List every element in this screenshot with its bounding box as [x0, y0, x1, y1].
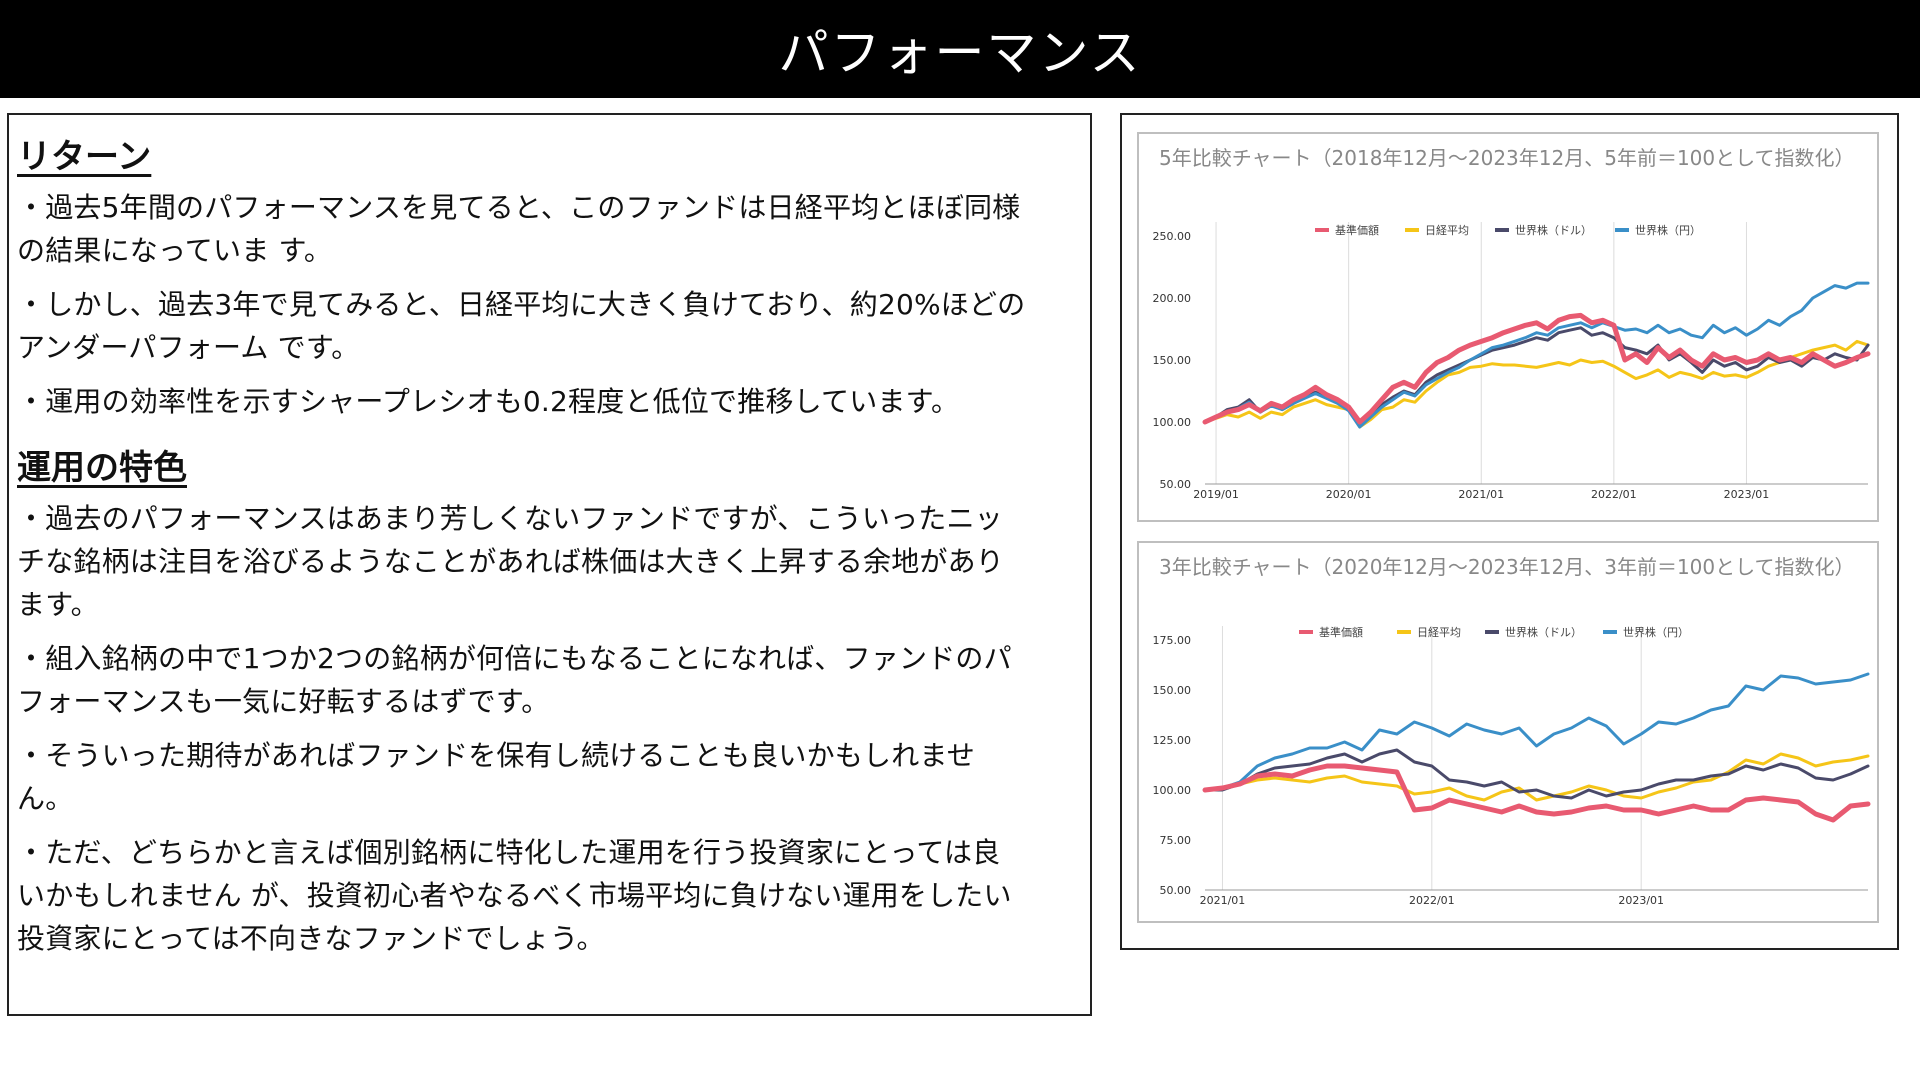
paragraph-line: ・過去5年間のパフォーマンスを見てると、このファンドは日経平均とほぼ同様 — [17, 191, 1021, 224]
series-line — [1203, 672, 1870, 792]
bullet-paragraph: ・運用の効率性を示すシャープレシオも0.2程度と低位で推移しています。 — [17, 380, 1082, 423]
paragraph-line: 投資家にとっては不向きなファンドでしょう。 — [17, 922, 605, 955]
bullet-paragraph: ・過去5年間のパフォーマンスを見てると、このファンドは日経平均とほぼ同様 の結果に… — [17, 186, 1082, 272]
paragraph-line: アンダーパフォーム です。 — [17, 331, 360, 364]
y-tick-label: 150.00 — [1153, 684, 1192, 697]
y-tick-label: 175.00 — [1153, 634, 1192, 647]
series-line — [1203, 339, 1870, 429]
paragraph-line: ・運用の効率性を示すシャープレシオも0.2程度と低位で推移しています。 — [17, 385, 960, 418]
paragraph-line: ます。 — [17, 588, 99, 621]
x-tick-label: 2021/01 — [1200, 894, 1246, 907]
paragraph-line: ・ただ、どちらかと言えば個別銘柄に特化した運用を行う投資家にとっては良 — [17, 836, 1001, 869]
paragraph-line: フォーマンスも一気に好転するはずです。 — [17, 685, 550, 718]
legend-label: 日経平均 — [1417, 626, 1461, 639]
legend-label: 世界株（円） — [1623, 625, 1689, 639]
chart-panel: 5年比較チャート（2018年12月～2023年12月、5年前＝100として指数化… — [1120, 113, 1899, 950]
legend-label: 世界株（ドル） — [1505, 625, 1582, 639]
chart-3year-plot: 2021/01 2022/01 2023/01 50.00 75.00 100.00 125… — [1153, 625, 1871, 907]
x-tick-label: 2022/01 — [1591, 488, 1637, 501]
bullet-paragraph: ・組入銘柄の中で1つか2つの銘柄が何倍にもなることになれば、ファンドのパ フォーマ… — [17, 637, 1082, 723]
series-line — [1203, 748, 1870, 800]
paragraph-line: ・そういった期待があればファンドを保有し続けることも良いかもしれませ — [17, 739, 975, 772]
page-title: パフォーマンス — [778, 24, 1142, 82]
x-tick-label: 2023/01 — [1724, 488, 1770, 501]
chart-title: 5年比較チャート（2018年12月～2023年12月、5年前＝100として指数化… — [1159, 146, 1855, 170]
x-tick-label: 2020/01 — [1326, 488, 1372, 501]
bullet-paragraph: ・過去のパフォーマンスはあまり芳しくないファンドですが、こういったニッ チな銘柄は… — [17, 497, 1082, 626]
x-tick-label: 2022/01 — [1409, 894, 1455, 907]
series-line — [1203, 326, 1870, 428]
paragraph-line: いかもしれません が、投資初心者やなるべく市場平均に負けない運用をしたい — [17, 879, 1012, 912]
chart-5year: 5年比較チャート（2018年12月～2023年12月、5年前＝100として指数化… — [1137, 132, 1879, 522]
paragraph-line: ・過去のパフォーマンスはあまり芳しくないファンドですが、こういったニッ — [17, 502, 1003, 535]
section-heading: 運用の特色 — [17, 448, 187, 488]
x-tick-label: 2019/01 — [1193, 488, 1239, 501]
paragraph-line: の結果になっていま す。 — [17, 234, 333, 267]
y-tick-label: 75.00 — [1160, 834, 1192, 847]
paragraph-line: ん。 — [17, 782, 74, 815]
y-tick-label: 200.00 — [1153, 292, 1192, 305]
x-tick-label: 2021/01 — [1458, 488, 1504, 501]
y-tick-label: 150.00 — [1153, 354, 1192, 367]
chart-title: 3年比較チャート（2020年12月～2023年12月、3年前＝100として指数化… — [1159, 555, 1855, 579]
legend-label: 日経平均 — [1425, 224, 1469, 237]
y-tick-label: 250.00 — [1153, 230, 1192, 243]
y-tick-label: 125.00 — [1153, 734, 1192, 747]
bullet-paragraph: ・そういった期待があればファンドを保有し続けることも良いかもしれませ ん。 — [17, 734, 1082, 820]
chart-5year-plot: 2019/01 2020/01 2021/01 2022/01 2023/01 50.00… — [1153, 222, 1871, 501]
chart-3year: 3年比較チャート（2020年12月～2023年12月、3年前＝100として指数化… — [1137, 541, 1879, 923]
series-line — [1203, 281, 1870, 429]
bullet-paragraph: ・しかし、過去3年で見てみると、日経平均に大きく負けており、約20%ほどの アンダ… — [17, 283, 1082, 369]
legend-label: 世界株（ドル） — [1515, 223, 1592, 237]
y-tick-label: 100.00 — [1153, 416, 1192, 429]
y-tick-label: 50.00 — [1160, 478, 1192, 491]
paragraph-line: ・しかし、過去3年で見てみると、日経平均に大きく負けており、約20%ほどの — [17, 288, 1026, 321]
page-title-bar: パフォーマンス — [0, 0, 1920, 98]
section-heading: リターン — [17, 137, 152, 177]
commentary-panel: リターン・過去5年間のパフォーマンスを見てると、このファンドは日経平均とほぼ同様… — [7, 113, 1092, 1016]
y-tick-label: 100.00 — [1153, 784, 1192, 797]
paragraph-line: ・組入銘柄の中で1つか2つの銘柄が何倍にもなることになれば、ファンドのパ — [17, 642, 1012, 675]
legend-label: 基準価額 — [1319, 625, 1363, 639]
legend-label: 世界株（円） — [1635, 223, 1701, 237]
x-tick-label: 2023/01 — [1618, 894, 1664, 907]
series-line — [1202, 312, 1871, 425]
y-tick-label: 50.00 — [1160, 884, 1192, 897]
series-line — [1202, 763, 1871, 823]
series-line — [1203, 752, 1870, 802]
paragraph-line: チな銘柄は注目を浴びるようなことがあれば株価は大きく上昇する余地があり — [17, 545, 1005, 578]
bullet-paragraph: ・ただ、どちらかと言えば個別銘柄に特化した運用を行う投資家にとっては良 いかもしれ… — [17, 831, 1082, 960]
legend-label: 基準価額 — [1335, 223, 1379, 237]
